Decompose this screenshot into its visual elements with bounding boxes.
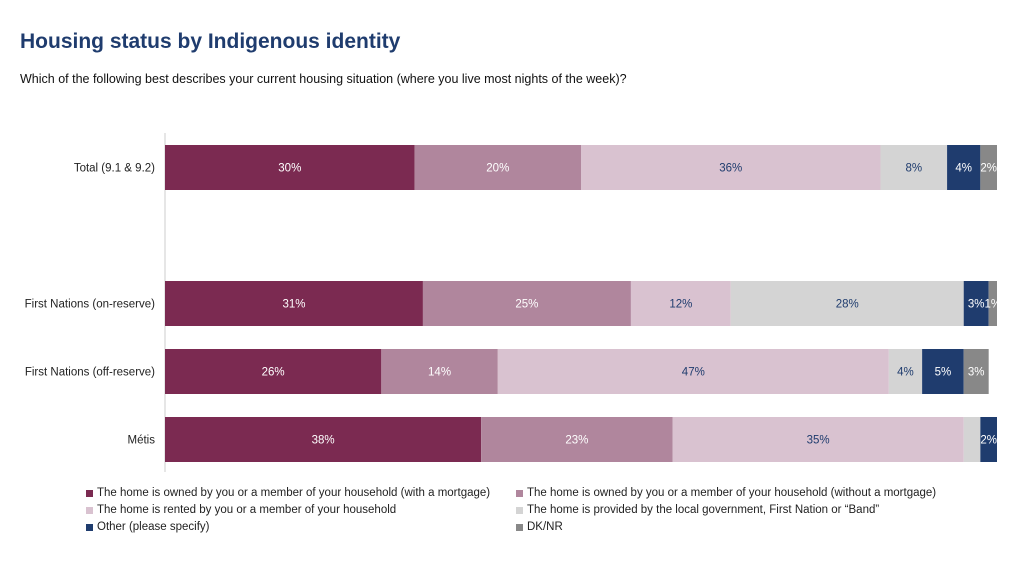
legend-label: The home is owned by you or a member of …: [97, 487, 491, 499]
legend-label: The home is provided by the local govern…: [527, 504, 880, 516]
data-label: 2%: [980, 435, 997, 447]
data-label: 4%: [955, 163, 972, 175]
bar-segment: [980, 417, 997, 462]
category-label: First Nations (on-reserve): [25, 299, 156, 311]
data-label: 23%: [565, 435, 588, 447]
bar-segment: [730, 281, 964, 326]
category-label: Métis: [128, 435, 156, 447]
bar-segment: [630, 281, 731, 326]
data-label: 14%: [428, 367, 451, 379]
bar-segment: [947, 145, 981, 190]
data-label: 3%: [968, 299, 985, 311]
data-label: 35%: [807, 435, 830, 447]
legend-swatch: [516, 506, 523, 514]
bar-segment: [422, 281, 631, 326]
data-label: 38%: [312, 435, 335, 447]
legend-label: Other (please specify): [97, 521, 210, 533]
category-label: First Nations (off-reserve): [25, 367, 155, 379]
data-label: 3%: [968, 367, 985, 379]
bar-segment: [963, 349, 989, 394]
bar-segment: [165, 417, 482, 462]
data-label: 4%: [897, 367, 914, 379]
data-label: 47%: [682, 367, 705, 379]
data-label: 26%: [262, 367, 285, 379]
legend-label: DK/NR: [527, 521, 563, 533]
data-label: 8%: [905, 163, 922, 175]
bar-segment: [414, 145, 581, 190]
legend-label: The home is owned by you or a member of …: [527, 487, 937, 499]
data-label: 30%: [278, 163, 301, 175]
legend-swatch: [86, 506, 93, 514]
chart-subtitle: Which of the following best describes yo…: [20, 72, 627, 86]
bar-segment: [165, 281, 423, 326]
bar-segment: [672, 417, 964, 462]
bar-segment: [888, 349, 923, 394]
legend-item: The home is rented by you or a member of…: [86, 504, 516, 516]
bar-segment: [963, 281, 989, 326]
data-label: 5%: [935, 367, 952, 379]
data-label: 2%: [980, 163, 997, 175]
bar-segment: [165, 349, 382, 394]
bar-segment: [880, 145, 948, 190]
legend-swatch: [516, 523, 523, 531]
legend-item: The home is owned by you or a member of …: [86, 487, 516, 499]
bar-segment: [581, 145, 881, 190]
data-label: 31%: [282, 299, 305, 311]
legend-swatch: [86, 489, 93, 497]
bar-segment: [381, 349, 498, 394]
bar-segment: [922, 349, 964, 394]
legend-swatch: [516, 489, 523, 497]
legend-item: The home is owned by you or a member of …: [516, 487, 946, 499]
bar-segment: [497, 349, 889, 394]
legend-item: The home is provided by the local govern…: [516, 504, 946, 516]
bar-segment: [988, 281, 997, 326]
legend-swatch: [86, 523, 93, 531]
data-label: 1%: [985, 299, 1002, 311]
bar-segment: [963, 417, 981, 462]
data-label: 25%: [515, 299, 538, 311]
data-label: 28%: [836, 299, 859, 311]
bar-segment: [165, 145, 415, 190]
category-label: Total (9.1 & 9.2): [74, 163, 155, 175]
bar-segment: [980, 145, 997, 190]
legend-label: The home is rented by you or a member of…: [97, 504, 397, 516]
data-label: 36%: [719, 163, 742, 175]
chart-title: Housing status by Indigenous identity: [20, 30, 401, 53]
chart-legend: The home is owned by you or a member of …: [86, 487, 986, 533]
data-label: 12%: [669, 299, 692, 311]
bar-segment: [481, 417, 673, 462]
legend-item: DK/NR: [516, 521, 946, 533]
data-label: 20%: [486, 163, 509, 175]
legend-item: Other (please specify): [86, 521, 516, 533]
